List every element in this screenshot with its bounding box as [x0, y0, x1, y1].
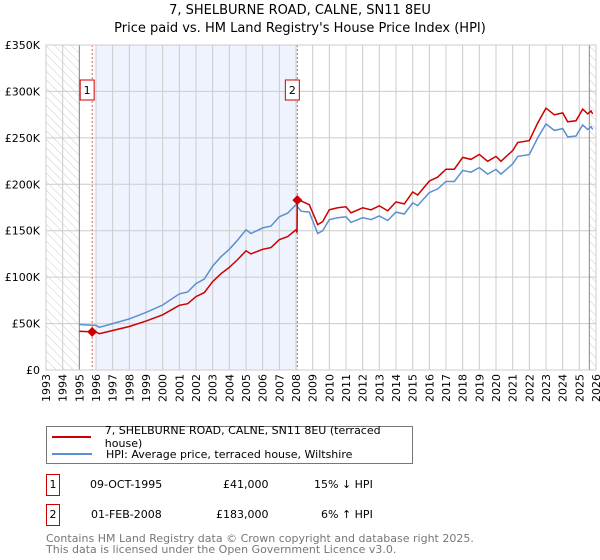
y-tick-label: £250K	[5, 132, 41, 145]
sale-point	[87, 326, 98, 337]
transaction-date: 01-FEB-2008	[91, 508, 162, 521]
x-tick-label: 2020	[490, 374, 503, 402]
x-tick-label: 2013	[373, 374, 386, 402]
x-tick-label: 1998	[123, 374, 136, 402]
x-tick-label: 2016	[423, 374, 436, 402]
y-tick-label: £50K	[12, 318, 41, 331]
x-tick-label: 2017	[440, 374, 453, 402]
x-tick-label: 2008	[290, 374, 303, 402]
x-tick-label: 2004	[223, 374, 236, 402]
x-tick-label: 2012	[357, 374, 370, 402]
y-tick-label: £200K	[5, 178, 41, 191]
x-tick-label: 1996	[90, 374, 103, 402]
x-tick-label: 2005	[240, 374, 253, 402]
legend-label-hpi: HPI: Average price, terraced house, Wilt…	[106, 447, 353, 461]
chart-subtitle: Price paid vs. HM Land Registry's House …	[114, 21, 486, 36]
x-tick-label: 2026	[590, 374, 600, 402]
x-tick-label: 2001	[173, 374, 186, 402]
sale-point	[292, 195, 303, 206]
x-tick-label: 2002	[190, 374, 203, 402]
x-tick-label: 2023	[540, 374, 553, 402]
transaction-price: £41,000	[223, 478, 269, 491]
x-tick-label: 1993	[40, 374, 53, 402]
transaction-price: £183,000	[216, 508, 269, 521]
x-tick-label: 2009	[307, 374, 320, 402]
x-tick-label: 2006	[257, 374, 270, 402]
y-tick-label: £100K	[5, 271, 41, 284]
chart-title: 7, SHELBURNE ROAD, CALNE, SN11 8EU	[169, 3, 431, 18]
y-tick-label: £300K	[5, 85, 41, 98]
x-tick-label: 2024	[557, 374, 570, 402]
transaction-row: 1 09-OCT-1995 £41,000 15% ↓ HPI	[46, 474, 446, 496]
x-tick-label: 2015	[407, 374, 420, 402]
x-tick-label: 2021	[507, 374, 520, 402]
sale-label-box	[79, 79, 95, 101]
sale-label-box	[284, 79, 300, 101]
sale-label: 2	[289, 84, 296, 97]
hpi-line	[79, 122, 594, 329]
x-tick-label: 2014	[390, 374, 403, 402]
price-line	[79, 106, 594, 335]
x-tick-label: 2003	[207, 374, 220, 402]
transaction-marker: 1	[46, 474, 60, 496]
x-tick-label: 2022	[523, 374, 536, 402]
y-tick-label: £350K	[5, 39, 41, 52]
transaction-date: 09-OCT-1995	[90, 478, 163, 491]
legend-swatch-price	[52, 436, 91, 438]
x-tick-label: 1999	[140, 374, 153, 402]
x-tick-label: 2025	[573, 374, 586, 402]
x-tick-label: 1994	[57, 374, 70, 402]
footer-copyright: Contains HM Land Registry data © Crown c…	[46, 532, 474, 545]
y-tick-label: £150K	[5, 225, 41, 238]
transaction-row: 2 01-FEB-2008 £183,000 6% ↑ HPI	[46, 504, 446, 526]
sale-label: 1	[84, 84, 91, 97]
transaction-marker: 2	[46, 504, 60, 526]
hatched-region	[589, 45, 596, 370]
x-tick-label: 2018	[457, 374, 470, 402]
transaction-hpi: 15% ↓ HPI	[314, 478, 373, 491]
plot-area: 1993 1994 1995 1996 1997 1998 1999 2000 2001 2002…	[5, 39, 600, 402]
x-tick-label: 2011	[340, 374, 353, 402]
legend-label-price: 7, SHELBURNE ROAD, CALNE, SN11 8EU (terr…	[104, 424, 381, 450]
x-tick-label: 1995	[73, 374, 86, 402]
legend-swatch-hpi	[52, 453, 92, 455]
x-tick-label: 1997	[107, 374, 120, 402]
x-tick-label: 2010	[323, 374, 336, 402]
plot-border	[45, 44, 597, 371]
footer-licence: This data is licensed under the Open Gov…	[46, 543, 397, 556]
x-tick-label: 2007	[273, 374, 286, 402]
transaction-hpi: 6% ↑ HPI	[321, 508, 373, 521]
shaded-region	[96, 45, 298, 370]
legend: 7, SHELBURNE ROAD, CALNE, SN11 8EU (terr…	[46, 424, 413, 464]
x-tick-label: 2019	[473, 374, 486, 402]
x-tick-label: 2000	[157, 374, 170, 402]
y-tick-label: £0	[26, 364, 40, 377]
